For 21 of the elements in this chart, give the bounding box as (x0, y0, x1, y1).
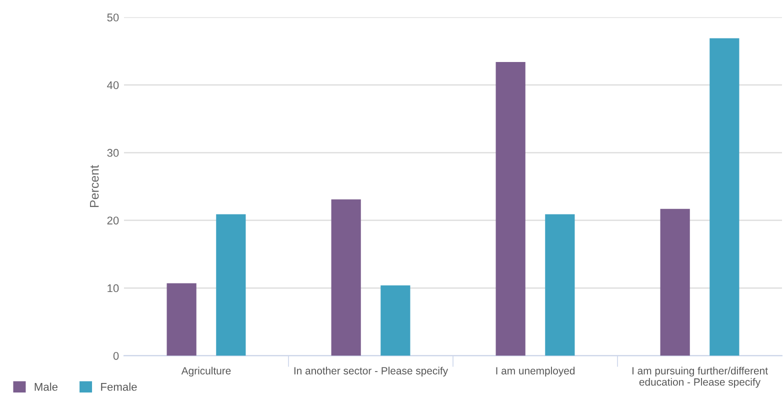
x-tick-label: In another sector - Please specify (294, 366, 448, 377)
bar (380, 285, 410, 356)
bar (496, 62, 526, 356)
y-tick-label: 10 (108, 284, 119, 292)
y-tick-label: 0 (113, 352, 119, 360)
bar (660, 208, 690, 356)
y-tick-label: 30 (107, 148, 119, 157)
x-tick-label: I am unemployed (496, 366, 575, 377)
y-axis-title: Percent (90, 165, 99, 208)
x-tick-label: I am pursuing further/different education - Please specify (632, 366, 768, 388)
x-tick-label: Agriculture (181, 366, 231, 377)
bar (166, 283, 196, 356)
bar (545, 214, 575, 356)
y-tick-label: 20 (107, 216, 119, 224)
y-tick-label: 50 (107, 14, 119, 22)
y-tick-label: 40 (107, 81, 119, 90)
bar (216, 214, 246, 356)
legend-label: Female (101, 382, 137, 391)
bar (710, 38, 740, 356)
legend-label: Male (34, 382, 58, 391)
bar (331, 199, 361, 356)
